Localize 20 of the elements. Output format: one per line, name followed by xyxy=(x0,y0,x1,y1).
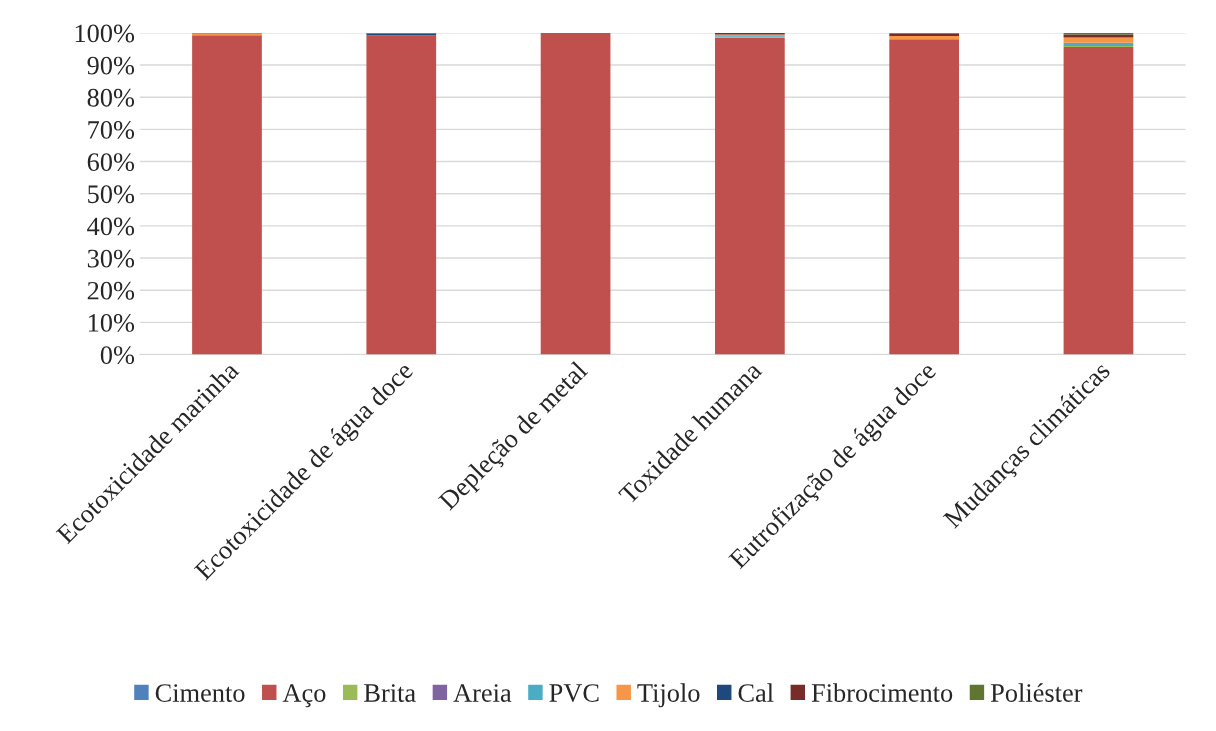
legend-label: PVC xyxy=(549,684,599,703)
y-tick-label: 60% xyxy=(87,153,135,172)
legend-label: Brita xyxy=(364,684,416,702)
legend-label: Cimento xyxy=(155,684,245,702)
y-tick-label: 10% xyxy=(88,313,135,332)
legend-label: Areia xyxy=(453,684,512,702)
y-tick-label: 50% xyxy=(88,185,135,204)
y-tick-label: 40% xyxy=(87,217,135,236)
legend-label: Aço xyxy=(282,684,326,708)
y-tick-label: 80% xyxy=(87,88,135,107)
legend-label: Poliéster xyxy=(990,683,1083,702)
legend-label: Fibrocimento xyxy=(811,683,953,702)
legend-label: Tijolo xyxy=(637,683,700,708)
y-tick-label: 90% xyxy=(87,56,135,75)
y-tick-label: 100% xyxy=(75,24,135,43)
y-tick-label: 70% xyxy=(88,120,135,139)
y-tick-label: 20% xyxy=(87,281,135,300)
y-tick-label: 0% xyxy=(100,346,135,365)
legend-label: Cal xyxy=(738,683,774,702)
y-tick-label: 30% xyxy=(87,249,135,268)
